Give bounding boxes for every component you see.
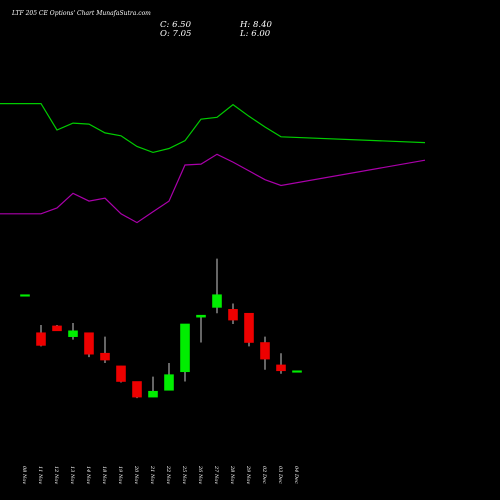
candle (196, 314, 206, 343)
candle (52, 324, 62, 332)
candle-body (36, 332, 46, 346)
candle (180, 323, 190, 382)
candles (20, 258, 302, 399)
x-tick-label: 27 Nov (213, 465, 219, 484)
candle-body (132, 381, 142, 398)
x-tick-label: 13 Nov (69, 466, 75, 484)
candle (20, 294, 30, 297)
open-readout: O: 7.05 (160, 29, 191, 39)
low-readout: L: 6.00 (239, 29, 271, 39)
candle-body (228, 309, 238, 321)
candle (116, 365, 126, 383)
indicator-lines (0, 102, 426, 224)
x-tick-label: 20 Nov (133, 465, 139, 484)
x-tick-label: 12 Nov (53, 466, 59, 484)
candle (148, 376, 158, 398)
x-axis-ticks: 08 Nov 11 Nov 12 Nov 13 Nov 14 Nov 18 Nov 19 N… (21, 465, 299, 484)
candle (292, 370, 302, 373)
x-tick-label: 29 Nov (245, 465, 251, 484)
candle-body (116, 365, 126, 382)
candle-body (212, 294, 222, 308)
high-readout: H: 8.40 (239, 20, 272, 30)
candle-body (148, 390, 158, 398)
candle-body (244, 312, 254, 343)
candle (84, 332, 94, 358)
indicator-line-2 (0, 153, 426, 224)
candle-body (292, 370, 302, 373)
indicator-line-1 (0, 102, 426, 154)
candle (68, 323, 78, 340)
x-tick-label: 21 Nov (149, 465, 155, 484)
x-tick-label: 03 Dec (277, 466, 283, 484)
candle-body (84, 332, 94, 355)
x-tick-label: 14 Nov (85, 466, 91, 484)
x-tick-label: 28 Nov (229, 465, 235, 484)
candle (260, 336, 270, 370)
x-tick-label: 18 Nov (101, 466, 107, 484)
x-tick-label: 22 Nov (165, 465, 171, 484)
candle (36, 324, 46, 347)
x-tick-label: 26 Nov (197, 465, 203, 484)
candle (212, 258, 222, 314)
close-readout: C: 6.50 (160, 20, 192, 30)
x-tick-label: 11 Nov (37, 466, 43, 484)
candle-body (68, 330, 78, 337)
candle-body (52, 325, 62, 332)
candle-body (260, 342, 270, 360)
x-tick-label: 04 Dec (293, 466, 299, 484)
x-tick-label: 08 Nov (21, 466, 27, 484)
candle (100, 336, 110, 363)
candle-body (20, 294, 30, 297)
candle-body (100, 352, 110, 361)
x-tick-label: 19 Nov (117, 466, 123, 484)
candle (244, 312, 254, 347)
candle (132, 381, 142, 399)
chart-title: LTF 205 CE Options' Chart MunafaSutra.co… (11, 10, 151, 17)
candle-body (276, 364, 286, 372)
candle-body (164, 374, 174, 391)
candle (228, 303, 238, 324)
candle-body (180, 323, 190, 373)
x-tick-label: 25 Nov (181, 465, 187, 484)
x-tick-label: 02 Dec (261, 466, 267, 484)
candle (164, 362, 174, 391)
candle-body (196, 314, 206, 318)
candle (276, 353, 286, 374)
